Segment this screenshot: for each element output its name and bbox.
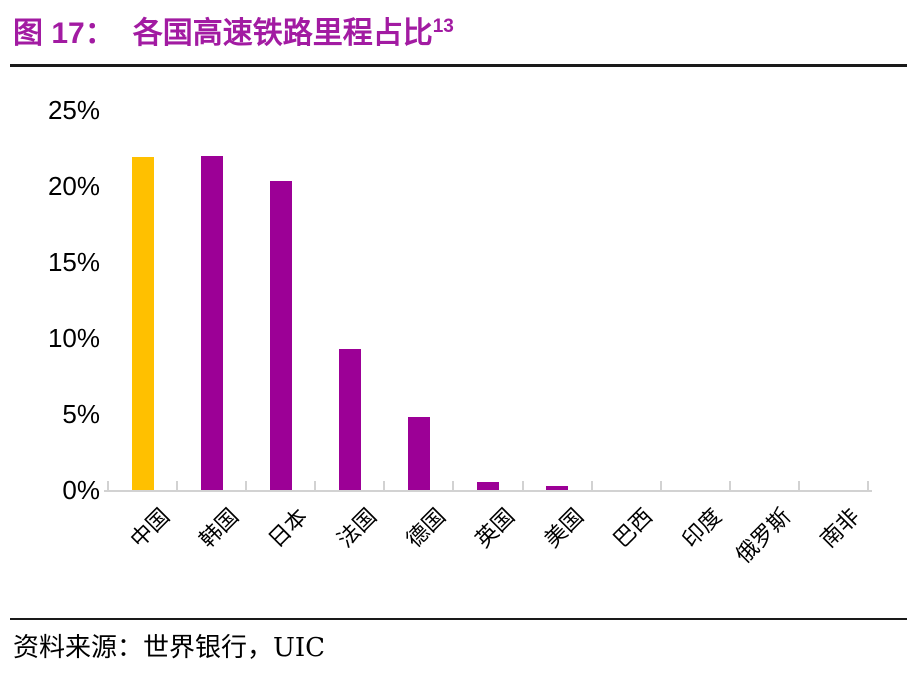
y-axis-tick-label: 5% (62, 399, 100, 429)
bar-法国 (338, 348, 361, 490)
figure-title-footnote: 13 (432, 16, 454, 37)
x-axis-tick (659, 481, 662, 490)
x-axis-tick (314, 481, 317, 490)
x-axis-tick (176, 481, 179, 490)
source-note: 资料来源：世界银行，UIC (13, 633, 326, 663)
y-axis-tick-label: 15% (47, 247, 100, 277)
bar-中国 (131, 157, 154, 490)
x-axis-tick (383, 481, 386, 490)
footer-divider (10, 618, 907, 620)
plot-area (104, 110, 872, 492)
figure-title-text: 各国高速铁路里程占比 (132, 17, 433, 50)
bar-日本 (269, 181, 292, 490)
y-axis-tick-label: 25% (47, 95, 100, 125)
x-axis-line (104, 490, 872, 492)
x-axis-tick (867, 481, 869, 490)
figure-title-prefix: 图 17： (13, 17, 115, 50)
figure-title: 图 17： 各国高速铁路里程占比13 (13, 8, 454, 52)
x-axis-tick (107, 481, 109, 490)
bar-德国 (407, 417, 430, 490)
y-axis-tick-label: 10% (47, 323, 100, 353)
x-axis-tick (728, 481, 731, 490)
x-axis-tick (521, 481, 524, 490)
x-axis-tick (245, 481, 248, 490)
x-axis-tick (590, 481, 593, 490)
bar-韩国 (200, 155, 223, 490)
bar-美国 (546, 486, 569, 490)
bar-英国 (477, 482, 499, 490)
title-divider (10, 64, 907, 67)
x-axis-tick (452, 481, 455, 490)
y-axis-tick-label: 20% (47, 171, 100, 201)
x-axis-tick (797, 481, 800, 490)
y-axis-tick-label: 0% (62, 475, 100, 505)
